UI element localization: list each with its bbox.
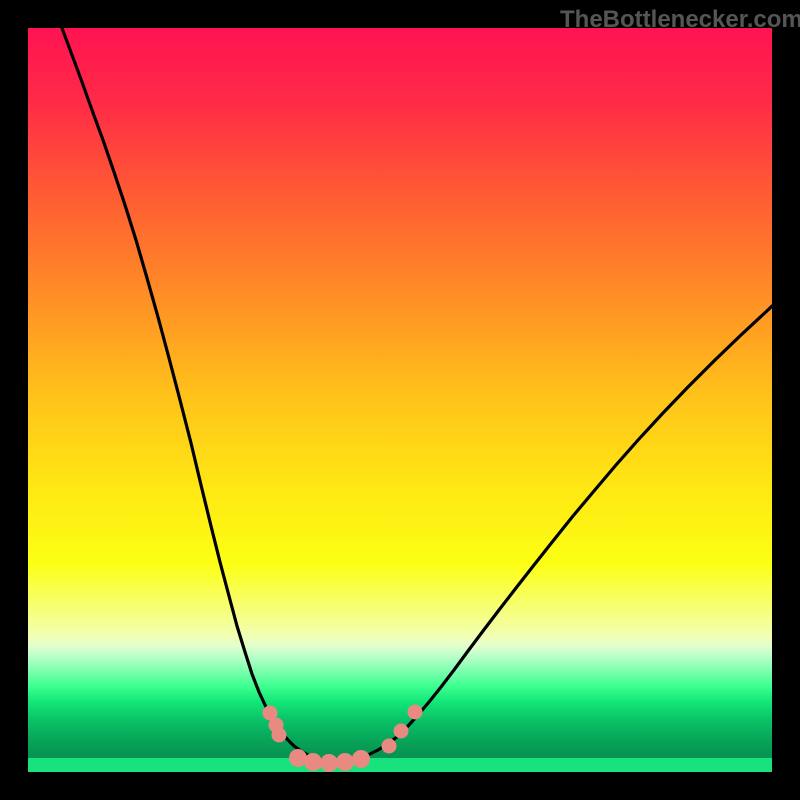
marker-bottom-3 <box>336 753 354 771</box>
marker-right-0 <box>382 739 397 754</box>
marker-left-2 <box>272 728 287 743</box>
chart-stage: TheBottlenecker.com <box>0 0 800 800</box>
curve-right <box>333 306 772 761</box>
curve-left <box>62 28 333 761</box>
marker-bottom-2 <box>320 754 338 772</box>
marker-right-2 <box>408 705 423 720</box>
marker-right-1 <box>394 724 409 739</box>
marker-bottom-1 <box>304 753 322 771</box>
marker-bottom-4 <box>352 750 370 768</box>
watermark-text: TheBottlenecker.com <box>560 6 800 34</box>
curves-overlay <box>0 0 800 800</box>
